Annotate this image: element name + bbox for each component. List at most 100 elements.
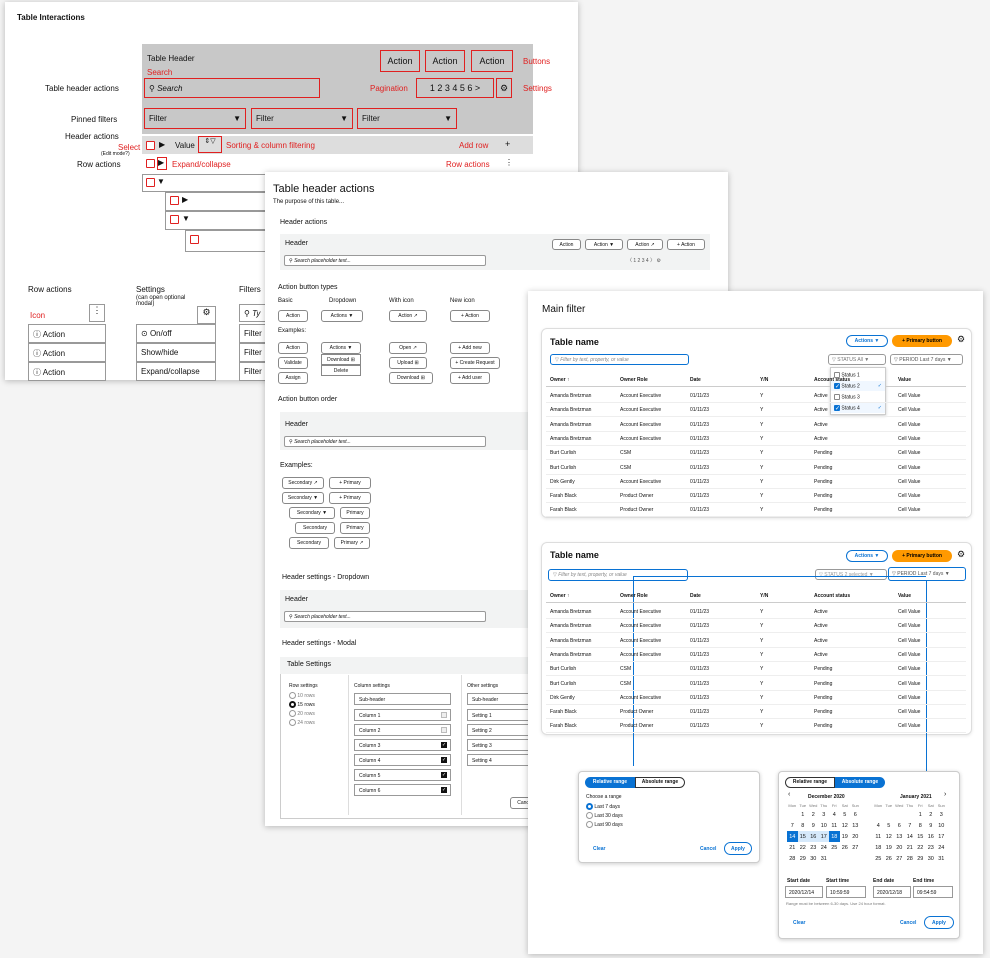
relative-range-tab[interactable]: Relative range [785, 777, 835, 788]
settings-gear-icon[interactable]: ⚙ [197, 306, 216, 324]
action-button[interactable]: Action [425, 50, 465, 72]
column-header[interactable]: Account status [814, 377, 851, 383]
calendar-january[interactable]: Mon Tue Wed Thu Fri Sat Sun 1 2 3 4 5 6 7 8 9 10 11 12 13 14… [874, 802, 945, 862]
status-option[interactable]: ✓ Status 2 ✓ [831, 381, 885, 391]
setting-item[interactable]: Setting 4 [467, 754, 537, 766]
column-header[interactable]: Owner Role [620, 593, 648, 599]
settings-item[interactable]: Expand/collapse [136, 362, 216, 381]
secondary-button[interactable]: Secondary ▼ [282, 492, 324, 504]
setting-item[interactable]: Setting 3 [467, 739, 537, 751]
action-menu-item[interactable]: ⓘ Action [28, 343, 106, 362]
column-item[interactable]: Column 4 [354, 754, 451, 766]
row-checkbox[interactable] [190, 235, 199, 244]
column-checkbox[interactable]: ✓ [441, 772, 447, 778]
actions-dropdown[interactable]: Actions ▼ [846, 550, 888, 562]
absolute-range-tab[interactable]: Absolute range [635, 777, 685, 788]
settings-gear-icon[interactable]: ⚙ [957, 334, 966, 344]
range-option[interactable]: Last 7 days [586, 803, 620, 810]
primary-button[interactable]: + Primary [329, 477, 371, 489]
example-button[interactable]: Action [278, 342, 308, 354]
column-checkbox[interactable]: ✓ [441, 757, 447, 763]
primary-button[interactable]: Primary [340, 522, 370, 534]
settings-item[interactable]: Show/hide [136, 343, 216, 362]
basic-button[interactable]: Action [278, 310, 308, 322]
filter-dropdown[interactable]: Filter ▼ [357, 108, 457, 129]
actions-dropdown[interactable]: Actions ▼ [846, 335, 888, 347]
add-row-button[interactable]: + [505, 139, 511, 149]
filter-dropdown[interactable]: Filter ▼ [251, 108, 353, 129]
action-button[interactable]: Action [552, 239, 581, 250]
column-checkbox[interactable]: ✓ [441, 787, 447, 793]
column-checkbox[interactable] [441, 712, 447, 718]
column-header[interactable]: Value [898, 377, 912, 383]
radio-option[interactable]: 15 rows [289, 701, 315, 708]
column-header[interactable]: Value [898, 593, 912, 599]
action-menu-item[interactable]: ⓘ Action [28, 324, 106, 343]
search-input[interactable]: ⚲ Search placeholder text... [284, 436, 486, 447]
primary-button[interactable]: Primary ↗ [334, 537, 370, 549]
expand-icon[interactable]: ▶ [157, 157, 167, 170]
column-item[interactable]: Column 5 [354, 769, 451, 781]
row-checkbox[interactable] [146, 178, 155, 187]
primary-button[interactable]: Primary [340, 507, 370, 519]
example-button[interactable]: Download ⊞ [389, 372, 433, 384]
radio-option[interactable]: 20 rows [289, 710, 315, 717]
end-time-input[interactable]: 09:54:59 [913, 886, 953, 898]
column-checkbox[interactable]: ✓ [441, 742, 447, 748]
setting-item[interactable]: Setting 1 [467, 709, 537, 721]
prev-month-icon[interactable]: ‹ [788, 791, 791, 798]
row-menu-icon[interactable]: ⋮ [505, 158, 513, 167]
sort-filter-icon[interactable]: ⇕▽ [198, 136, 222, 153]
secondary-button[interactable]: Secondary [295, 522, 335, 534]
collapse-icon[interactable]: ▼ [182, 214, 190, 223]
column-header[interactable]: Owner ↑ [550, 377, 570, 383]
column-header[interactable]: Y/N [760, 593, 769, 599]
pagination[interactable]: 1 2 3 4 5 6 > [416, 78, 494, 98]
start-time-input[interactable]: 10:59:59 [826, 886, 866, 898]
new-button[interactable]: + Action [450, 310, 490, 322]
collapse-icon[interactable]: ▼ [157, 177, 165, 186]
filter-input[interactable]: ▽ Filter by text, property, or value [548, 569, 688, 581]
column-header[interactable]: Account status [814, 593, 851, 599]
secondary-button[interactable]: Secondary [289, 537, 329, 549]
column-header[interactable]: Date [690, 593, 701, 599]
clear-button[interactable]: Clear [593, 846, 606, 852]
apply-button[interactable]: Apply [924, 916, 954, 929]
pagination[interactable]: 〈 1 2 3 4 〉 ⚙ [627, 258, 661, 264]
column-header[interactable]: Owner ↑ [550, 593, 570, 599]
column-item[interactable]: Column 3 [354, 739, 451, 751]
column-item[interactable]: Column 6 [354, 784, 451, 796]
example-menu-item[interactable]: Delete [321, 365, 361, 376]
setting-item[interactable]: Setting 2 [467, 724, 537, 736]
example-button[interactable]: Actions ▼ [321, 342, 361, 354]
start-date-input[interactable]: 2020/12/14 [785, 886, 823, 898]
settings-gear-icon[interactable]: ⚙ [957, 549, 966, 559]
action-external-button[interactable]: Action ↗ [627, 239, 663, 250]
range-option[interactable]: Last 90 days [586, 821, 623, 828]
column-header[interactable]: Y/N [760, 377, 769, 383]
secondary-button[interactable]: Secondary ↗ [282, 477, 324, 489]
status-filter[interactable]: ▽ STATUS 2 selected ▼ [815, 569, 887, 580]
period-filter[interactable]: ▽ PERIOD Last 7 days ▼ [888, 567, 966, 581]
column-header[interactable]: Date [690, 377, 701, 383]
row-checkbox[interactable] [146, 159, 155, 168]
primary-button[interactable]: + Primary [329, 492, 371, 504]
absolute-range-tab[interactable]: Absolute range [835, 777, 885, 788]
example-button[interactable]: Upload ⊞ [389, 357, 427, 369]
settings-gear-icon[interactable]: ⚙ [496, 78, 512, 98]
example-button[interactable]: + Add user [450, 372, 490, 384]
add-action-button[interactable]: + Action [667, 239, 705, 250]
radio-option[interactable]: 24 rows [289, 719, 315, 726]
example-menu-item[interactable]: Download ⊞ [321, 354, 361, 365]
cancel-button[interactable]: Cancel [900, 920, 917, 926]
toggle-item[interactable]: ⊙ On/off [136, 324, 216, 343]
next-month-icon[interactable]: › [944, 791, 947, 798]
status-option[interactable]: Status 1 [831, 370, 885, 380]
action-menu-item[interactable]: ⓘ Action [28, 362, 106, 381]
icon-button[interactable]: Action ↗ [389, 310, 427, 322]
row-checkbox[interactable] [170, 196, 179, 205]
filter-input[interactable]: ▽ Filter by text, property, or value [550, 354, 689, 365]
actions-dropdown[interactable]: Action ▼ [585, 239, 623, 250]
example-button[interactable]: + Add new [450, 342, 490, 354]
apply-button[interactable]: Apply [724, 842, 752, 855]
